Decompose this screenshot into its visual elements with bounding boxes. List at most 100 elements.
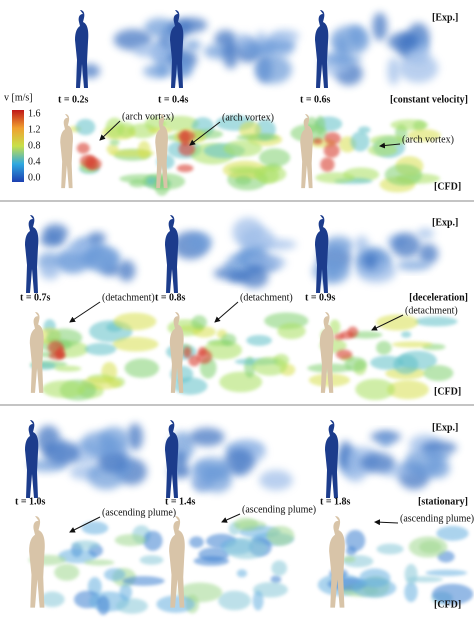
annotation: (ascending plume) xyxy=(242,504,316,515)
vortex xyxy=(54,365,82,372)
vortex xyxy=(390,119,429,131)
vortex xyxy=(423,365,454,381)
smoke xyxy=(396,260,431,271)
human-figure xyxy=(315,10,329,88)
exp-label: [Exp.] xyxy=(432,422,458,433)
human-figure xyxy=(300,114,313,189)
vortex xyxy=(189,536,204,548)
annotation: (detachment) xyxy=(405,305,458,316)
vortex-core xyxy=(76,142,90,154)
human-figure xyxy=(29,312,44,393)
time-label: t = 0.6s xyxy=(300,94,331,105)
annotation-arrow xyxy=(371,314,404,331)
smoke xyxy=(398,53,439,83)
vortex xyxy=(407,128,441,142)
vortex xyxy=(266,525,295,546)
smoke xyxy=(425,458,451,479)
smoke xyxy=(189,427,225,447)
vortex xyxy=(376,543,404,555)
vortex-core xyxy=(323,143,340,158)
smoke xyxy=(67,241,91,254)
cfd-label: [CFD] xyxy=(434,386,461,397)
time-label: t = 1.8s xyxy=(320,496,351,507)
vortex xyxy=(58,548,97,564)
smoke xyxy=(117,260,136,282)
smoke xyxy=(55,250,92,274)
exp-label: [Exp.] xyxy=(432,12,458,23)
vortex xyxy=(431,583,474,605)
vortex xyxy=(139,555,164,565)
vortex xyxy=(191,315,208,330)
time-label: t = 0.2s xyxy=(58,94,89,105)
vortex xyxy=(277,323,306,340)
vortex xyxy=(113,312,157,331)
smoke xyxy=(379,433,393,447)
vortex xyxy=(414,316,458,327)
smoke xyxy=(222,40,239,69)
vortex xyxy=(376,340,392,355)
human-figure xyxy=(155,114,168,189)
exp-label: [Exp.] xyxy=(432,217,458,228)
vortex xyxy=(342,556,356,563)
vortex-core xyxy=(324,132,341,145)
human-figure xyxy=(25,215,39,293)
annotation-arrow xyxy=(214,301,239,323)
vortex xyxy=(129,179,147,188)
vortex xyxy=(218,590,252,611)
vortex xyxy=(97,595,110,616)
smoke xyxy=(40,263,60,281)
vortex xyxy=(161,115,199,132)
vortex xyxy=(401,331,412,338)
smoke xyxy=(143,64,170,78)
smoke xyxy=(324,54,362,65)
vortex-core xyxy=(320,157,335,172)
vortex xyxy=(236,569,248,578)
human-figure xyxy=(29,516,45,608)
smoke xyxy=(232,217,265,248)
time-label: t = 0.8s xyxy=(155,292,186,303)
vortex xyxy=(259,148,291,167)
human-figure xyxy=(325,420,339,498)
human-figure xyxy=(319,312,334,393)
vortex xyxy=(122,576,165,586)
human-figure xyxy=(329,516,345,608)
vortex xyxy=(220,333,237,347)
vortex xyxy=(103,568,126,581)
section: [Exp.] t = 0.7s t = 0.8s t = 0.9s [decelerat… xyxy=(20,215,468,401)
colorbar-tick: 0.8 xyxy=(28,140,41,151)
smoke xyxy=(387,57,400,86)
human-figure xyxy=(170,10,184,88)
vortex xyxy=(252,590,264,611)
vortex-core xyxy=(183,346,192,358)
vortex xyxy=(114,534,146,547)
vortex xyxy=(177,582,223,603)
vortex xyxy=(359,568,391,588)
vortex xyxy=(425,569,468,577)
colorbar-tick: 1.6 xyxy=(28,108,41,119)
vortex xyxy=(246,334,272,346)
annotation-arrow xyxy=(189,121,221,146)
vortex xyxy=(156,595,195,613)
smoke xyxy=(360,452,395,473)
vortex xyxy=(116,598,148,614)
smoke xyxy=(269,29,300,43)
phase-label: [stationary] xyxy=(418,496,468,507)
vortex xyxy=(315,172,355,184)
vortex xyxy=(252,356,288,376)
smoke xyxy=(255,55,292,84)
vortex-core xyxy=(188,355,201,367)
smoke xyxy=(259,470,293,491)
vortex xyxy=(345,529,366,552)
vortex xyxy=(219,371,263,393)
vortex xyxy=(404,563,418,585)
vortex xyxy=(384,164,423,186)
smoke xyxy=(43,441,80,466)
annotation: (ascending plume) xyxy=(400,513,474,524)
smoke xyxy=(372,12,388,41)
vortex xyxy=(393,354,419,375)
vortex xyxy=(370,134,406,147)
human-figure xyxy=(165,420,179,498)
vortex xyxy=(236,134,279,141)
section: [Exp.] t = 1.0s t = 1.4s t = 1.8s [stationar… xyxy=(15,420,474,616)
annotation: (detachment) xyxy=(102,292,155,303)
